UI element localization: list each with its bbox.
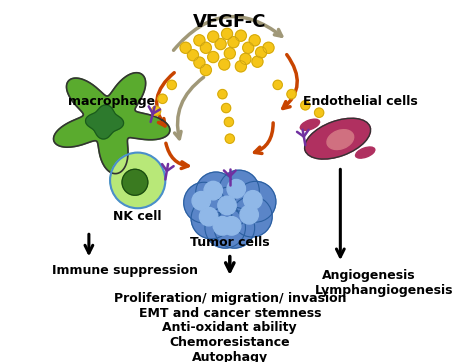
Ellipse shape bbox=[356, 147, 375, 158]
Circle shape bbox=[301, 101, 310, 110]
Circle shape bbox=[315, 108, 324, 117]
Circle shape bbox=[273, 80, 283, 89]
Circle shape bbox=[158, 94, 167, 104]
Text: Lymphangiogenesis: Lymphangiogenesis bbox=[315, 284, 453, 297]
Circle shape bbox=[249, 35, 260, 46]
Circle shape bbox=[224, 117, 234, 127]
Circle shape bbox=[244, 191, 262, 209]
Text: Angiogenesis: Angiogenesis bbox=[322, 269, 416, 282]
Circle shape bbox=[194, 35, 205, 46]
Circle shape bbox=[255, 47, 267, 58]
Circle shape bbox=[196, 172, 236, 213]
Polygon shape bbox=[85, 105, 124, 139]
Circle shape bbox=[204, 181, 222, 200]
Text: Proliferation/ migration/ invasion: Proliferation/ migration/ invasion bbox=[114, 292, 346, 305]
Circle shape bbox=[232, 196, 272, 237]
Text: Immune suppression: Immune suppression bbox=[52, 264, 198, 277]
Circle shape bbox=[240, 206, 258, 224]
Circle shape bbox=[219, 170, 259, 211]
Circle shape bbox=[192, 191, 210, 210]
Circle shape bbox=[194, 57, 205, 68]
Text: Tumor cells: Tumor cells bbox=[190, 236, 270, 249]
Ellipse shape bbox=[301, 119, 319, 130]
Circle shape bbox=[243, 42, 254, 53]
Circle shape bbox=[235, 30, 246, 41]
Circle shape bbox=[227, 180, 246, 198]
Circle shape bbox=[287, 89, 296, 99]
Circle shape bbox=[122, 169, 148, 195]
Circle shape bbox=[218, 196, 236, 215]
Circle shape bbox=[252, 56, 263, 67]
Circle shape bbox=[180, 42, 191, 53]
Text: macrophage: macrophage bbox=[68, 95, 155, 108]
Circle shape bbox=[228, 37, 239, 48]
Circle shape bbox=[187, 50, 199, 61]
Circle shape bbox=[219, 59, 230, 70]
Circle shape bbox=[221, 104, 231, 113]
Circle shape bbox=[215, 38, 226, 50]
Text: Chemoresistance: Chemoresistance bbox=[170, 336, 290, 349]
Text: EMT and cancer stemness: EMT and cancer stemness bbox=[138, 307, 321, 320]
Circle shape bbox=[184, 182, 224, 223]
Circle shape bbox=[221, 28, 233, 39]
Text: Endothelial cells: Endothelial cells bbox=[303, 95, 418, 108]
Text: VEGF-C: VEGF-C bbox=[193, 13, 266, 31]
Text: Anti-oxidant ability: Anti-oxidant ability bbox=[163, 321, 297, 334]
Circle shape bbox=[214, 207, 255, 248]
Circle shape bbox=[218, 89, 227, 99]
Circle shape bbox=[201, 42, 211, 53]
Ellipse shape bbox=[327, 130, 354, 150]
Circle shape bbox=[201, 64, 211, 76]
Circle shape bbox=[208, 31, 219, 42]
Circle shape bbox=[240, 53, 251, 64]
Circle shape bbox=[167, 80, 176, 89]
Circle shape bbox=[110, 153, 165, 208]
Circle shape bbox=[205, 207, 246, 248]
Polygon shape bbox=[54, 73, 170, 174]
Circle shape bbox=[263, 42, 274, 53]
Circle shape bbox=[208, 51, 219, 63]
Circle shape bbox=[222, 216, 241, 235]
Circle shape bbox=[152, 106, 161, 115]
Circle shape bbox=[235, 181, 276, 222]
Ellipse shape bbox=[305, 118, 371, 159]
Text: NK cell: NK cell bbox=[113, 210, 162, 223]
Circle shape bbox=[224, 48, 235, 59]
Text: Autophagy: Autophagy bbox=[192, 351, 268, 362]
Circle shape bbox=[200, 207, 218, 226]
Circle shape bbox=[235, 61, 246, 72]
Circle shape bbox=[225, 134, 235, 143]
Circle shape bbox=[213, 216, 232, 235]
Circle shape bbox=[210, 187, 250, 228]
Circle shape bbox=[191, 198, 232, 239]
